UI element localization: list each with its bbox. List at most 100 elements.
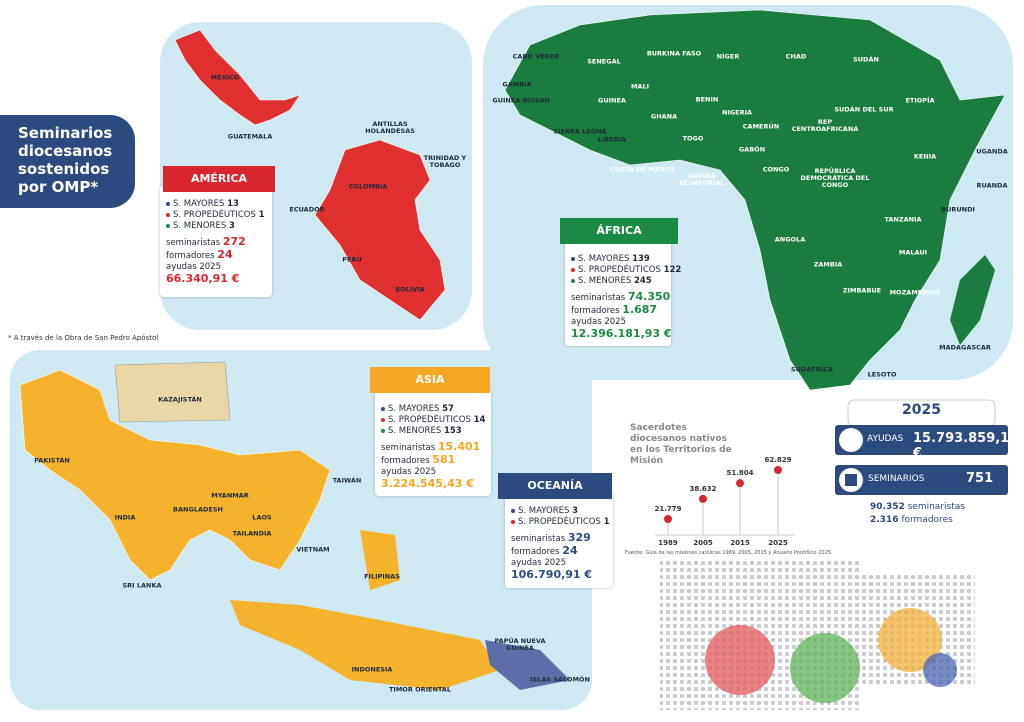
seminary-label: S. MENORES (578, 276, 632, 286)
country-label: TAILANDIA (232, 529, 272, 538)
country-label: KENIA (913, 152, 937, 161)
country-label: NÍGER (716, 52, 740, 61)
country-label: MÉXICO (210, 73, 240, 82)
country-label: RUANDA (976, 181, 1008, 190)
country-label: LESOTO (867, 370, 897, 379)
country-label: BURKINA FASO (646, 49, 702, 58)
oceania-land (485, 640, 570, 690)
region-box: S. MAYORES 57 S. PROPEDÉUTICOS 14 S. MENOR… (375, 390, 491, 496)
country-label: MOZAMBIQUE (889, 288, 941, 297)
seminary-value: 3 (572, 506, 579, 516)
year-label: 2015 (730, 539, 750, 547)
seminary-row: S. MAYORES 3 (511, 506, 607, 517)
country-label: GUINEA (598, 96, 626, 105)
seminary-label: S. MAYORES (388, 404, 440, 414)
country-label: GABÓN (738, 145, 766, 154)
seminary-value: 1 (258, 210, 265, 220)
country-label: ANGOLA (774, 235, 806, 244)
country-label: GUINEA-BISSAU (492, 96, 550, 105)
seminary-label: S. MAYORES (578, 254, 630, 264)
lollipop-dot (774, 466, 782, 474)
country-label: BOLIVIA (395, 285, 425, 294)
aid-label: ayudas 2025 (571, 317, 626, 327)
region-box: S. MAYORES 139 S. PROPEDÉUTICOS 122 S. MEN… (565, 240, 681, 346)
stat-row: formadores 24 (511, 545, 607, 558)
title: Seminarios diocesanos sostenidos por OMP… (18, 124, 113, 196)
aid-label: AYUDAS (867, 434, 904, 444)
seminary-label: S. MENORES (173, 221, 227, 231)
country-label: TRINIDAD Y TOBAGO (423, 154, 467, 169)
country-label: KAZAJISTÁN (158, 395, 202, 404)
country-label: PERÚ (342, 255, 362, 264)
america-land (174, 29, 301, 126)
aid-label: ayudas 2025 (511, 558, 566, 568)
seminary-dot (381, 428, 385, 433)
stat-value: 24 (562, 544, 578, 557)
seminary-row: S. MENORES 3 (166, 221, 266, 232)
stat-row: seminaristas 15.401 (381, 441, 485, 454)
country-label: BANGLADESH (173, 505, 223, 514)
seminary-row: S. MENORES 245 (571, 276, 665, 287)
trainers-total: 2.316 formadores (870, 515, 953, 525)
america-circle (705, 625, 775, 695)
country-label: TOGO (682, 134, 704, 143)
region-header: AMÉRICA (163, 166, 275, 192)
seminary-value: 13 (227, 199, 239, 209)
summary-aid-bar (835, 425, 1008, 455)
oceania-circle (923, 653, 957, 687)
seminary-dot (381, 406, 385, 411)
seminary-row: S. MAYORES 13 (166, 199, 266, 210)
seminary-row: S. PROPEDÉUTICOS 14 (381, 415, 485, 426)
seminary-label: S. MENORES (388, 426, 442, 436)
seminary-dot (571, 256, 575, 261)
country-label: TANZANIA (884, 215, 922, 224)
country-label: REPÚBLICA DEMOCRÁTICA DEL CONGO (800, 166, 870, 189)
seminary-row: S. PROPEDÉUTICOS 1 (166, 210, 266, 221)
stat-value: 15.401 (437, 440, 481, 453)
label: seminaristas (907, 502, 965, 512)
country-label: BURUNDI (941, 205, 975, 214)
country-label: MYANMAR (211, 491, 249, 500)
country-label: MADAGASCAR (939, 343, 991, 352)
country-label: VIETNAM (296, 545, 330, 554)
title-box (0, 115, 135, 208)
value-label: 38.632 (689, 485, 716, 493)
seminary-row: S. PROPEDÉUTICOS 122 (571, 265, 681, 276)
country-label: CONGO (762, 165, 790, 174)
stat-row: formadores 1.687 (571, 304, 665, 317)
country-label: GAMBIA (502, 80, 532, 89)
country-label: ZAMBIA (813, 260, 843, 269)
region-box: S. MAYORES 13 S. PROPEDÉUTICOS 1 S. MENORE… (160, 185, 272, 297)
country-label: TIMOR ORIENTAL (388, 685, 452, 694)
stat-label: seminaristas (166, 238, 221, 248)
country-label: MALAUI (898, 248, 928, 257)
country-label: PAPÚA NUEVA GUINEA (494, 637, 546, 652)
seminary-label: S. PROPEDÉUTICOS (518, 517, 601, 527)
country-label: REP CENTROAFRICANA (791, 118, 859, 133)
aid-value: 3.224.545,43 € (381, 477, 474, 490)
stat-row: seminaristas 74.350 (571, 291, 670, 304)
country-label: TAIWÁN (332, 476, 362, 485)
country-label: ETIOPÍA (905, 96, 935, 105)
country-label: CAMERÚN (742, 122, 780, 131)
lollipop-dot (699, 494, 707, 503)
country-label: INDIA (114, 513, 136, 522)
stat-value: 272 (222, 235, 246, 248)
value-label: 21.779 (654, 505, 681, 513)
country-label: SIERRA LEONA (553, 127, 607, 136)
seminarians-total: 90.352 seminaristas (870, 502, 965, 512)
stat-row: seminaristas 272 (166, 236, 266, 249)
aid-value: 12.396.181,93 € (571, 327, 672, 340)
value-label: 62.829 (764, 456, 791, 464)
value: 2.316 (870, 515, 899, 525)
africa-land (504, 9, 1006, 391)
country-label: GHANA (650, 112, 678, 121)
africa-land (950, 255, 995, 345)
seminary-dot (166, 212, 170, 217)
aid-total: 15.793.859,18 € (913, 431, 1019, 461)
country-label: CHAD (785, 52, 807, 61)
stat-label: formadores (166, 251, 215, 261)
summary-seminaries-bar (835, 465, 1008, 495)
